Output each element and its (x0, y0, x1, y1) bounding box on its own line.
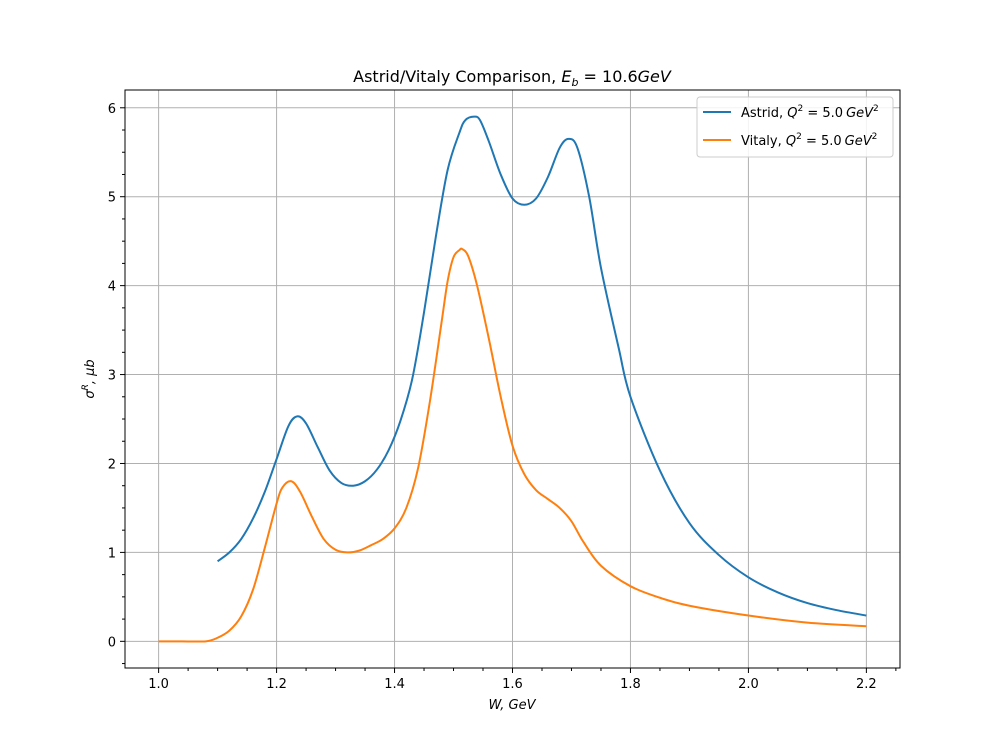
y-tick-label: 1 (108, 546, 116, 561)
y-axis-label: σR, μb (81, 359, 98, 398)
x-tick-label: 2.2 (856, 677, 877, 692)
series-line-vitaly (158, 247, 867, 643)
tick-layer: 1.0 1.2 1.4 1.6 1.8 2.0 2.2 0 1 2 3 4 5 6 (108, 102, 897, 692)
y-tick-label: 6 (108, 102, 116, 117)
y-tick-label: 5 (108, 191, 116, 206)
x-axis-label: W, GeV (488, 698, 536, 713)
grid-layer (125, 90, 900, 668)
x-tick-label: 2.0 (738, 677, 759, 692)
series-layer (158, 115, 867, 643)
legend: Astrid, Q2 = 5.0 GeV2 Vitaly, Q2 = 5.0 GeV… (696, 96, 894, 158)
x-tick-label: 1.2 (266, 677, 287, 692)
series-line-astrid (216, 115, 867, 617)
chart-title: Astrid/Vitaly Comparison, Eb = 10.6GeV (353, 67, 672, 89)
legend-label-astrid: Astrid, Q2 = 5.0 GeV2 (741, 104, 879, 121)
y-tick-label: 2 (108, 457, 116, 472)
x-tick-label: 1.6 (502, 677, 523, 692)
y-tick-label: 3 (108, 369, 116, 384)
x-tick-label: 1.8 (620, 677, 641, 692)
x-tick-label: 1.0 (148, 677, 169, 692)
legend-label-vitaly: Vitaly, Q2 = 5.0 GeV2 (741, 132, 877, 149)
x-tick-label: 1.4 (384, 677, 405, 692)
y-tick-label: 4 (108, 280, 116, 295)
legend-box (696, 96, 894, 158)
y-tick-label: 0 (108, 635, 116, 650)
